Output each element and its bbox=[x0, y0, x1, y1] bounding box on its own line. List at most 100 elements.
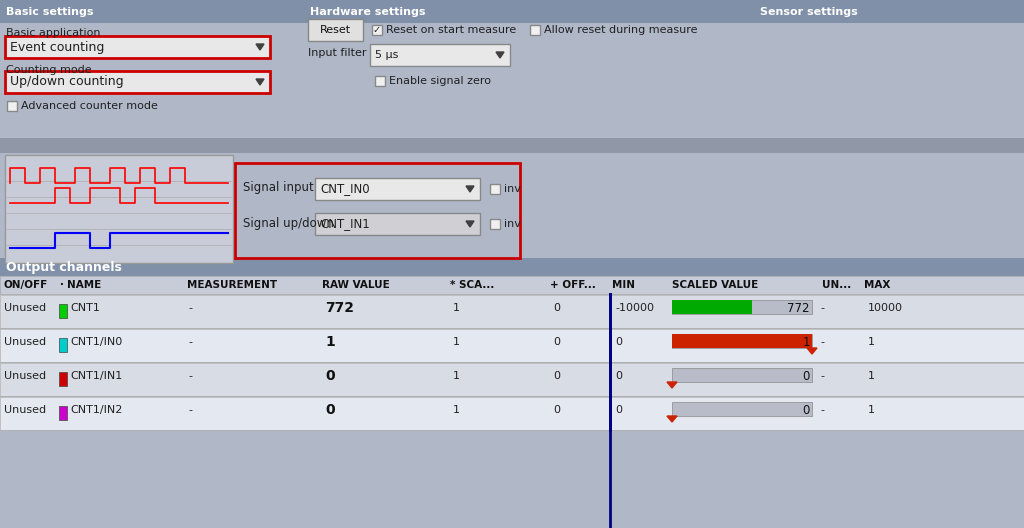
Text: -: - bbox=[188, 371, 193, 381]
Text: ✓: ✓ bbox=[373, 25, 381, 35]
Bar bbox=[672, 300, 812, 314]
Polygon shape bbox=[466, 186, 474, 192]
Text: CNT1/IN2: CNT1/IN2 bbox=[70, 405, 123, 415]
Text: Unused: Unused bbox=[4, 337, 46, 347]
Text: inv: inv bbox=[504, 219, 521, 229]
Text: 1: 1 bbox=[325, 335, 335, 349]
Text: SCALED VALUE: SCALED VALUE bbox=[672, 280, 758, 290]
Text: Basic application: Basic application bbox=[6, 28, 100, 38]
Text: CNT_IN1: CNT_IN1 bbox=[319, 218, 370, 231]
Text: MEASUREMENT: MEASUREMENT bbox=[187, 280, 278, 290]
Text: Counting mode: Counting mode bbox=[6, 65, 91, 75]
Text: 1: 1 bbox=[453, 337, 460, 347]
Text: Basic settings: Basic settings bbox=[6, 7, 93, 17]
Text: 772: 772 bbox=[787, 301, 810, 315]
Text: 0: 0 bbox=[553, 405, 560, 415]
Text: 0: 0 bbox=[553, 337, 560, 347]
Bar bbox=[370, 44, 510, 66]
Text: 0: 0 bbox=[803, 370, 810, 382]
Text: -: - bbox=[188, 337, 193, 347]
Text: 1: 1 bbox=[803, 335, 810, 348]
Text: 772: 772 bbox=[325, 301, 354, 315]
Text: Signal input: Signal input bbox=[243, 182, 313, 194]
Bar bbox=[59, 372, 67, 386]
Text: 0: 0 bbox=[553, 371, 560, 381]
Text: RAW VALUE: RAW VALUE bbox=[322, 280, 390, 290]
Polygon shape bbox=[667, 382, 677, 388]
Text: CNT1: CNT1 bbox=[70, 303, 100, 313]
Text: Output channels: Output channels bbox=[6, 260, 122, 274]
Bar bbox=[372, 25, 382, 35]
Text: 1: 1 bbox=[453, 405, 460, 415]
Polygon shape bbox=[807, 348, 817, 354]
Text: Input filter: Input filter bbox=[308, 48, 367, 58]
Text: 0: 0 bbox=[615, 371, 622, 381]
Text: CNT1/IN0: CNT1/IN0 bbox=[70, 337, 122, 347]
Text: Event counting: Event counting bbox=[10, 41, 104, 53]
Text: Allow reset during measure: Allow reset during measure bbox=[544, 25, 697, 35]
Text: 10000: 10000 bbox=[868, 303, 903, 313]
Polygon shape bbox=[667, 416, 677, 422]
Bar bbox=[5, 155, 233, 263]
Bar bbox=[315, 178, 480, 200]
Bar bbox=[5, 36, 270, 58]
Text: Advanced counter mode: Advanced counter mode bbox=[22, 101, 158, 111]
Bar bbox=[0, 138, 1024, 153]
Bar bbox=[315, 213, 480, 235]
Text: CNT1/IN1: CNT1/IN1 bbox=[70, 371, 122, 381]
Bar bbox=[0, 258, 1024, 276]
Text: ON/OFF: ON/OFF bbox=[4, 280, 48, 290]
Bar bbox=[234, 163, 520, 258]
Bar bbox=[59, 406, 67, 420]
Bar bbox=[0, 329, 1024, 362]
Text: Unused: Unused bbox=[4, 303, 46, 313]
Text: NAME: NAME bbox=[67, 280, 101, 290]
Text: 0: 0 bbox=[615, 337, 622, 347]
Bar bbox=[5, 71, 270, 93]
Bar bbox=[672, 300, 752, 314]
Bar bbox=[308, 19, 362, 41]
Bar bbox=[672, 334, 812, 348]
Text: 0: 0 bbox=[553, 303, 560, 313]
Text: 1: 1 bbox=[868, 371, 874, 381]
Bar bbox=[490, 184, 500, 194]
Text: Unused: Unused bbox=[4, 371, 46, 381]
Text: + OFF...: + OFF... bbox=[550, 280, 596, 290]
Text: 1: 1 bbox=[868, 337, 874, 347]
Polygon shape bbox=[496, 52, 504, 58]
Polygon shape bbox=[256, 44, 264, 50]
Bar bbox=[530, 25, 540, 35]
Text: Up/down counting: Up/down counting bbox=[10, 76, 124, 89]
Text: 1: 1 bbox=[453, 303, 460, 313]
Polygon shape bbox=[466, 221, 474, 227]
Text: -: - bbox=[820, 303, 824, 313]
Bar bbox=[375, 76, 385, 86]
Text: -: - bbox=[820, 405, 824, 415]
Text: UN...: UN... bbox=[822, 280, 851, 290]
Text: 1: 1 bbox=[453, 371, 460, 381]
Bar bbox=[490, 219, 500, 229]
Bar bbox=[672, 368, 812, 382]
Text: ·: · bbox=[60, 280, 63, 290]
Text: -: - bbox=[188, 405, 193, 415]
Bar bbox=[7, 101, 17, 111]
Text: 0: 0 bbox=[325, 369, 335, 383]
Bar bbox=[0, 0, 1024, 23]
Text: CNT_IN0: CNT_IN0 bbox=[319, 183, 370, 195]
Text: * SCA...: * SCA... bbox=[450, 280, 495, 290]
Bar bbox=[0, 397, 1024, 430]
Bar bbox=[672, 334, 812, 348]
Text: Reset: Reset bbox=[319, 25, 351, 35]
Text: -: - bbox=[188, 303, 193, 313]
Text: -: - bbox=[820, 337, 824, 347]
Text: 5 μs: 5 μs bbox=[375, 50, 398, 60]
Text: MAX: MAX bbox=[864, 280, 891, 290]
Text: 0: 0 bbox=[803, 403, 810, 417]
Text: 0: 0 bbox=[325, 403, 335, 417]
Bar bbox=[672, 402, 812, 416]
Text: -: - bbox=[820, 371, 824, 381]
Text: 0: 0 bbox=[615, 405, 622, 415]
Text: Unused: Unused bbox=[4, 405, 46, 415]
Text: Signal up/down: Signal up/down bbox=[243, 216, 334, 230]
Text: Sensor settings: Sensor settings bbox=[760, 7, 858, 17]
